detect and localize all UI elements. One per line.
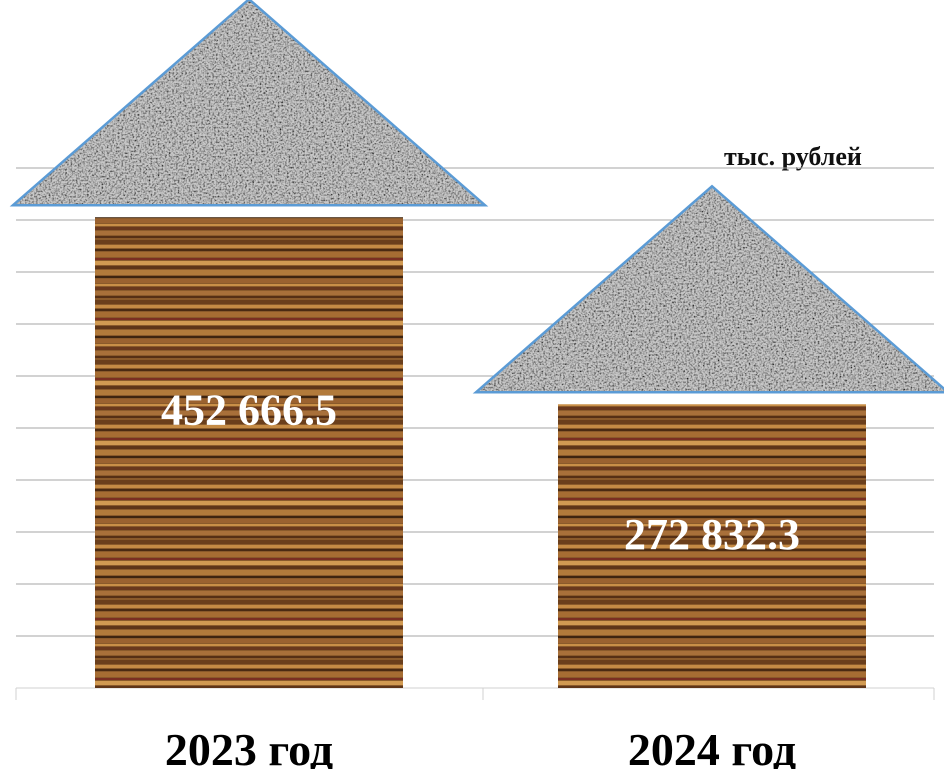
bar-value-label: 452 666.5 (161, 385, 337, 434)
bars (95, 217, 866, 688)
category-labels: 2023 год 2024 год (165, 724, 796, 769)
roof-outline (472, 184, 944, 394)
bar-2023 (95, 217, 403, 688)
value-labels: 452 666.5 272 832.3 (161, 385, 800, 559)
unit-label: тыс. рублей (724, 142, 862, 171)
bar-2024 (558, 404, 866, 688)
category-label: 2023 год (165, 724, 333, 769)
bar-value-label: 272 832.3 (624, 510, 800, 559)
roof-outline (9, 0, 489, 207)
roofs (9, 0, 944, 394)
category-label: 2024 год (628, 724, 796, 769)
roof-fill (476, 186, 944, 393)
roof-fill (13, 0, 485, 206)
